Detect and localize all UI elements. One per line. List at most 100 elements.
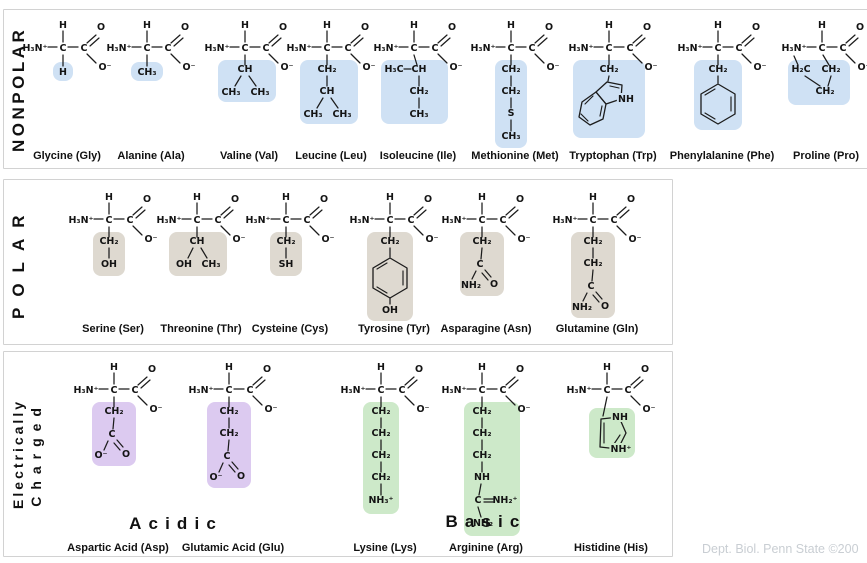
atom-label: C [111, 385, 118, 396]
atom-label: H₃N⁺ [441, 385, 466, 396]
atom-label: H [110, 362, 118, 373]
atom-label: H [386, 192, 394, 203]
atom-label: CH₂ [371, 428, 390, 439]
atom-label: O [490, 279, 498, 290]
atom-label: C [144, 43, 151, 54]
amino-acid-name: Glycine (Gly) [33, 150, 101, 162]
atom-label: CH₃ [250, 87, 269, 98]
atom-label: CH₂ [99, 236, 118, 247]
atom-label: H₃N⁺ [470, 43, 495, 54]
atom-label: H₂C [791, 64, 810, 75]
atom-label: O [545, 22, 553, 33]
atom-label: C [242, 43, 249, 54]
atom-label: SH [279, 259, 294, 270]
atom-label: O [263, 364, 271, 375]
atom-label: C [500, 215, 507, 226]
atom-label: CH₂ [380, 236, 399, 247]
atom-label: O⁻ [321, 234, 334, 245]
atom-label: C [475, 495, 482, 506]
amino-acid-name: Histidine (His) [574, 542, 648, 554]
atom-label: O [148, 364, 156, 375]
amino-acid-cysteine-cys: H H₃N⁺ C C O O⁻ CH₂ SH Cysteine (Cys) [242, 186, 338, 338]
atom-label: H [225, 362, 233, 373]
atom-label: C [387, 215, 394, 226]
atom-label: O [627, 194, 635, 205]
atom-label: H₃N⁺ [68, 215, 93, 226]
amino-acid-name: Asparagine (Asn) [440, 323, 532, 335]
atom-label: CH₃ [332, 109, 351, 120]
amino-acid-name: Cysteine (Cys) [251, 323, 329, 335]
atom-label: CH₂ [472, 450, 491, 461]
amino-acid-alanine-ala: H H₃N⁺ C C O O⁻ CH₃ Alanine (Ala) [103, 14, 199, 164]
amino-acid-name: Valine (Val) [219, 150, 279, 162]
atom-label: C [736, 43, 743, 54]
atom-label: CH₂ [371, 406, 390, 417]
atom-label: CH₂ [821, 64, 840, 75]
atom-label: C [588, 281, 595, 292]
atom-label: H₃N⁺ [204, 43, 229, 54]
atom-label: H₃N⁺ [188, 385, 213, 396]
atom-label: H [589, 192, 597, 203]
amino-acid-name: Alanine (Ala) [117, 150, 185, 162]
atom-label: O⁻ [362, 62, 375, 73]
atom-label: NH₂ [572, 302, 592, 313]
atom-label: CH₂ [371, 472, 390, 483]
atom-label: NH [612, 412, 628, 423]
atom-label: H₃N⁺ [106, 43, 131, 54]
atom-label: H [143, 20, 151, 31]
atom-label: CH₃ [201, 259, 220, 270]
atom-label: O⁻ [149, 404, 162, 415]
atom-label: OH [176, 259, 192, 270]
atom-label: NH [474, 472, 490, 483]
atom-label: O⁻ [628, 234, 641, 245]
atom-label: H [193, 192, 201, 203]
atom-label: O⁻ [517, 404, 530, 415]
atom-label: H [59, 20, 67, 31]
atom-label: CH₂ [583, 258, 602, 269]
atom-label: CH [320, 86, 335, 97]
atom-label: C [165, 43, 172, 54]
atom-label: H₃N⁺ [373, 43, 398, 54]
atom-label: O [415, 364, 423, 375]
atom-label: C [611, 215, 618, 226]
atom-label: CH₂ [409, 86, 428, 97]
atom-label: C [411, 43, 418, 54]
atom-label: H [605, 20, 613, 31]
atom-label: C [283, 215, 290, 226]
atom-label: C [106, 215, 113, 226]
atom-label: C [324, 43, 331, 54]
atom-label: O [856, 22, 864, 33]
atom-label: CH₂ [501, 86, 520, 97]
atom-label: O [320, 194, 328, 205]
atom-label: O [361, 22, 369, 33]
atom-label: C [226, 385, 233, 396]
atom-label: O⁻ [857, 62, 867, 73]
atom-label: H [241, 20, 249, 31]
atom-label: O⁻ [94, 450, 107, 461]
atom-label: CH₃ [221, 87, 240, 98]
atom-label: C [127, 215, 134, 226]
atom-label: O⁻ [182, 62, 195, 73]
atom-label: CH₂ [472, 428, 491, 439]
atom-label: C [479, 215, 486, 226]
atom-label: O [424, 194, 432, 205]
atom-label: CH₂ [815, 86, 834, 97]
amino-acid-name: Serine (Ser) [82, 323, 144, 335]
group-label-basic: Basic [445, 512, 527, 531]
atom-label: H₃N⁺ [552, 215, 577, 226]
atom-label: C [529, 43, 536, 54]
atom-label: C [479, 385, 486, 396]
section-electrically-charged: Electrically Charged H H₃N⁺ C C O O⁻ CH₂ C O⁻ O As… [3, 351, 673, 557]
section-polar: POLAR H H₃N⁺ C C O O⁻ CH₂ OH Serine (Ser) H H₃N⁺ C C… [3, 179, 673, 345]
atom-label: C [109, 429, 116, 440]
